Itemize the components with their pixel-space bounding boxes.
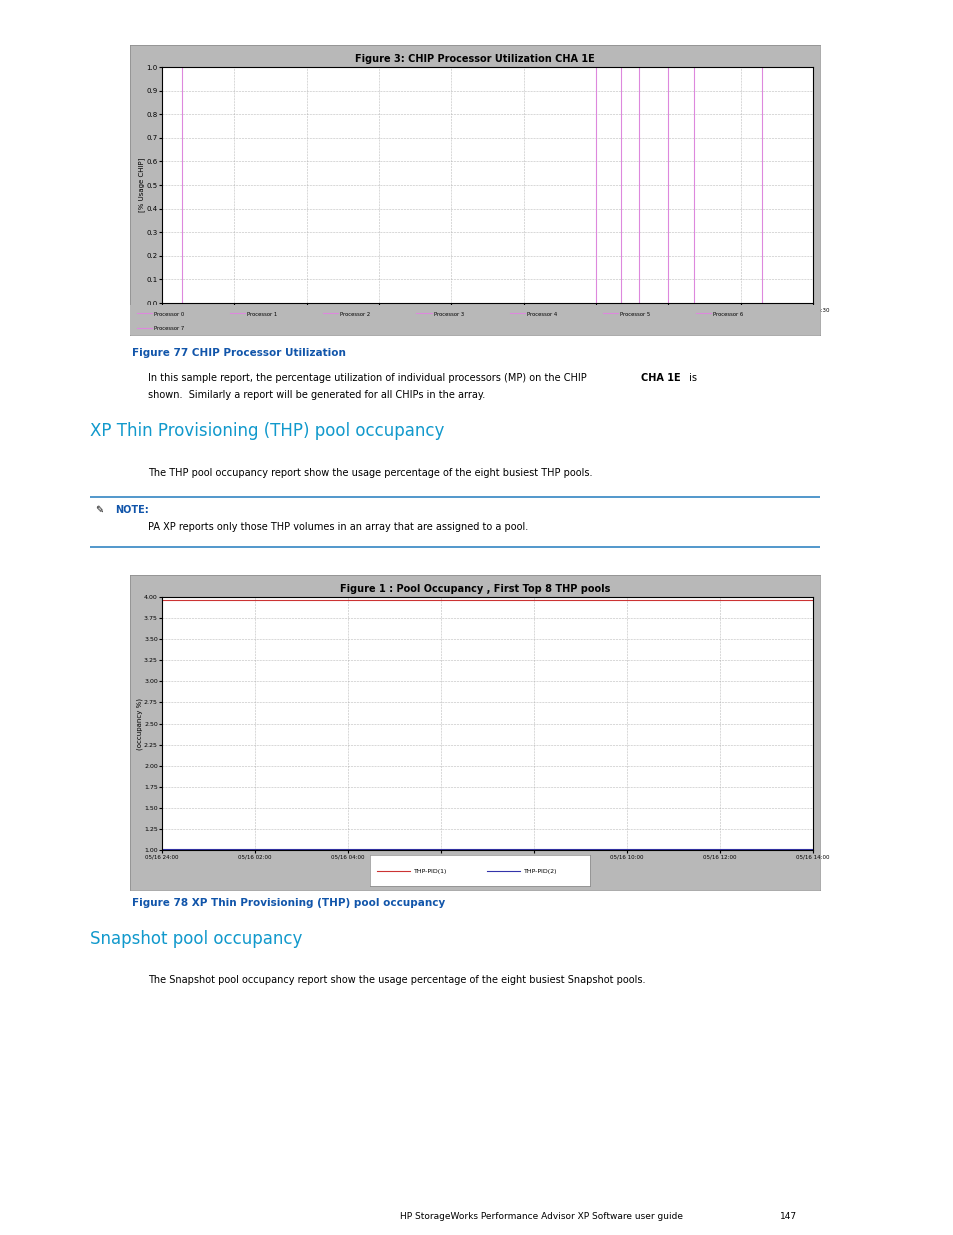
- Text: Figure 77 CHIP Processor Utilization: Figure 77 CHIP Processor Utilization: [132, 348, 346, 358]
- Text: Processor 6: Processor 6: [712, 312, 742, 317]
- Y-axis label: (occupancy %): (occupancy %): [136, 698, 142, 750]
- Text: Figure 78 XP Thin Provisioning (THP) pool occupancy: Figure 78 XP Thin Provisioning (THP) poo…: [132, 898, 445, 908]
- Text: Figure 3: CHIP Processor Utilization CHA 1E: Figure 3: CHIP Processor Utilization CHA…: [355, 53, 595, 64]
- Text: Processor 2: Processor 2: [340, 312, 371, 317]
- Text: HP StorageWorks Performance Advisor XP Software user guide: HP StorageWorks Performance Advisor XP S…: [399, 1212, 682, 1221]
- Text: XP Thin Provisioning (THP) pool occupancy: XP Thin Provisioning (THP) pool occupanc…: [90, 422, 444, 440]
- Y-axis label: [% Usage CHIP]: [% Usage CHIP]: [138, 158, 145, 212]
- Text: The THP pool occupancy report show the usage percentage of the eight busiest THP: The THP pool occupancy report show the u…: [148, 468, 592, 478]
- Text: Processor 0: Processor 0: [154, 312, 184, 317]
- Text: is: is: [685, 373, 697, 383]
- Text: 147: 147: [780, 1212, 797, 1221]
- Text: shown.  Similarly a report will be generated for all CHIPs in the array.: shown. Similarly a report will be genera…: [148, 390, 485, 400]
- Text: PA XP reports only those THP volumes in an array that are assigned to a pool.: PA XP reports only those THP volumes in …: [148, 522, 528, 532]
- Text: NOTE:: NOTE:: [115, 505, 149, 515]
- Text: THP-PID(1): THP-PID(1): [414, 868, 447, 873]
- Text: Processor 4: Processor 4: [526, 312, 557, 317]
- Text: ✎: ✎: [95, 505, 103, 515]
- Text: Processor 5: Processor 5: [619, 312, 649, 317]
- Text: Snapshot pool occupancy: Snapshot pool occupancy: [90, 930, 302, 948]
- Text: Processor 1: Processor 1: [247, 312, 277, 317]
- Text: THP-PID(2): THP-PID(2): [523, 868, 557, 873]
- Text: Processor 3: Processor 3: [434, 312, 463, 317]
- Text: Processor 7: Processor 7: [154, 326, 184, 331]
- Text: The Snapshot pool occupancy report show the usage percentage of the eight busies: The Snapshot pool occupancy report show …: [148, 974, 645, 986]
- Text: Figure 1 : Pool Occupancy , First Top 8 THP pools: Figure 1 : Pool Occupancy , First Top 8 …: [339, 584, 610, 594]
- Text: CHA 1E: CHA 1E: [640, 373, 679, 383]
- Text: In this sample report, the percentage utilization of individual processors (MP) : In this sample report, the percentage ut…: [148, 373, 589, 383]
